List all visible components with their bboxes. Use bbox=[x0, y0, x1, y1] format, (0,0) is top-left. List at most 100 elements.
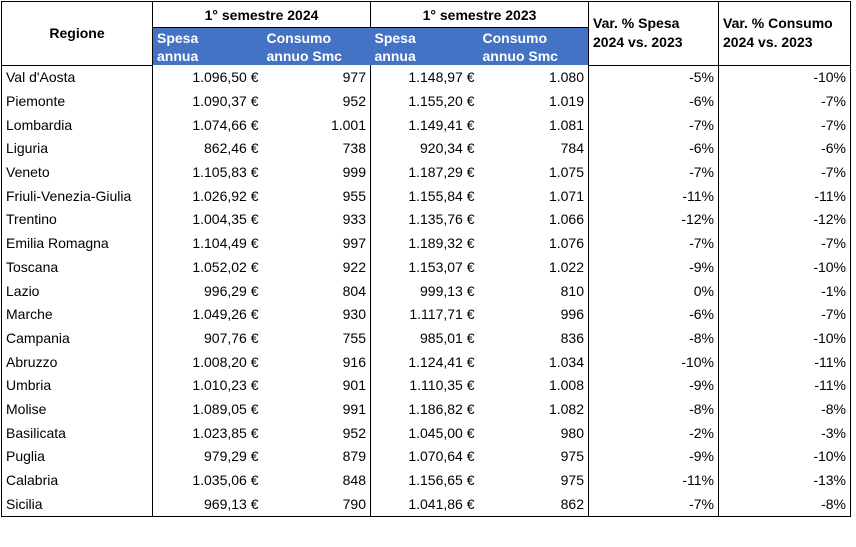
table-row: Lombardia 1.074,66 €1.001 1.149,41 €1.081-… bbox=[1, 112, 851, 137]
table-cell: 979,29 € bbox=[204, 448, 259, 465]
table-cell: 1.153,07 € bbox=[408, 258, 475, 275]
table-cell: 1.186,82 € bbox=[408, 400, 475, 417]
header-row: Regione 1° semestre 2024 1° semestre 202… bbox=[1, 1, 851, 66]
table-row: Marche 1.049,26 €930 1.117,71 €996 -6% -7% bbox=[1, 302, 851, 327]
table-cell: -7% bbox=[718, 160, 851, 184]
table-cell: 1.041,86 € bbox=[370, 491, 479, 517]
table-cell: 999 bbox=[262, 160, 371, 184]
table-cell: 952 bbox=[262, 89, 371, 113]
table-cell: -10% bbox=[718, 444, 851, 469]
subheader: Consumo annuo Smc bbox=[478, 27, 589, 65]
table-cell: 922 bbox=[262, 255, 371, 279]
table-cell: 1.080 bbox=[478, 65, 589, 90]
table-row: Piemonte 1.090,37 €952 1.155,20 €1.019 -6% -… bbox=[1, 89, 851, 113]
table-cell: -7% bbox=[588, 112, 719, 137]
header-line: Consumo bbox=[266, 29, 332, 46]
table-cell: 1.071 bbox=[478, 183, 589, 208]
table-cell: 907,76 € bbox=[204, 329, 259, 346]
table-row: Sicilia 969,13 €790 1.041,86 €862 -7% -8% bbox=[1, 491, 851, 517]
table-cell: -6% bbox=[588, 136, 719, 161]
table-cell: Lazio bbox=[1, 278, 153, 303]
table-cell: -11% bbox=[718, 373, 851, 398]
table-row: Trentino 1.004,35 €933 1.135,76 €1.066 -12%… bbox=[1, 207, 851, 232]
table-cell: 933 bbox=[262, 207, 371, 232]
table-cell: -7% bbox=[588, 231, 719, 255]
table-cell: Toscana bbox=[1, 255, 153, 279]
table-cell: -8% bbox=[718, 491, 851, 517]
table-cell: 916 bbox=[262, 349, 371, 374]
table-cell: Liguria bbox=[1, 136, 153, 161]
header-line: Spesa bbox=[374, 29, 416, 46]
header-line: annua bbox=[374, 47, 416, 64]
subheader: Spesa annua bbox=[152, 27, 263, 65]
table-cell: 755 bbox=[262, 326, 371, 350]
table-cell: 1.081 bbox=[478, 112, 589, 137]
header-line: Consumo bbox=[482, 29, 548, 46]
table-cell: Trentino bbox=[1, 207, 153, 232]
table-cell: -11% bbox=[588, 468, 719, 492]
table-cell: -11% bbox=[718, 349, 851, 374]
table-cell: 1.110,35 € bbox=[409, 377, 475, 394]
table-cell: -5% bbox=[588, 65, 719, 90]
table-cell: 1.104,49 € bbox=[192, 235, 259, 252]
table-cell: -10% bbox=[718, 326, 851, 350]
table-cell: 920,34 € bbox=[420, 140, 475, 157]
table-row: Lazio 996,29 €804 999,13 €810 0% -1% bbox=[1, 278, 851, 303]
subheader: Consumo annuo Smc bbox=[262, 27, 371, 65]
table-cell: 1.049,26 € bbox=[192, 306, 259, 323]
table-row: Molise 1.089,05 €991 1.186,82 €1.082 -8% -8% bbox=[1, 397, 851, 421]
table-cell: 991 bbox=[262, 397, 371, 421]
table-cell: 1.155,20 € bbox=[408, 93, 475, 110]
table-cell: 1.148,97 € bbox=[408, 69, 475, 86]
table-cell: 1.096,50 € bbox=[192, 69, 259, 86]
table-cell: 969,13 € bbox=[152, 491, 263, 517]
table-cell: 975 bbox=[478, 468, 589, 492]
table-cell: Lombardia bbox=[1, 112, 153, 137]
table-cell: 1.052,02 € bbox=[192, 258, 259, 275]
table-cell: -6% bbox=[718, 136, 851, 161]
table-cell: 1.149,41 € bbox=[408, 116, 475, 133]
table-cell: 1.066 bbox=[478, 207, 589, 232]
table-cell: 1.022 bbox=[478, 255, 589, 279]
table-cell: 1.089,05 € bbox=[192, 400, 259, 417]
table-cell: -7% bbox=[718, 231, 851, 255]
table-cell: 1.156,65 € bbox=[408, 472, 475, 489]
table-cell: 879 bbox=[262, 444, 371, 469]
region-header: Regione bbox=[1, 1, 153, 66]
header-line: annuo Smc bbox=[482, 47, 558, 64]
table-cell: Abruzzo bbox=[1, 349, 153, 374]
table-cell: -9% bbox=[588, 444, 719, 469]
table-cell: 1.074,66 € bbox=[192, 116, 259, 133]
table-cell: -2% bbox=[588, 420, 719, 445]
table-cell: 996,29 € bbox=[204, 282, 259, 299]
table-row: Toscana 1.052,02 €922 1.153,07 €1.022 -9% -1… bbox=[1, 255, 851, 279]
table-cell: -1% bbox=[718, 278, 851, 303]
table-cell: Marche bbox=[1, 302, 153, 327]
table-cell: 1.019 bbox=[478, 89, 589, 113]
table-cell: -10% bbox=[718, 65, 851, 90]
table-cell: 1.008,20 € bbox=[192, 353, 259, 370]
table-body: Val d'Aosta 1.096,50 €977 1.148,97 €1.080-… bbox=[1, 65, 851, 517]
table-cell: 1.045,00 € bbox=[408, 424, 475, 441]
header-line: Var. % Consumo bbox=[723, 15, 833, 32]
table-cell: 1.105,83 € bbox=[192, 164, 259, 181]
table-cell: 977 bbox=[262, 65, 371, 90]
table-cell: 848 bbox=[262, 468, 371, 492]
table-cell: 804 bbox=[262, 278, 371, 303]
table-cell: 1.076 bbox=[478, 231, 589, 255]
table-cell: -3% bbox=[718, 420, 851, 445]
table-cell: 790 bbox=[262, 491, 371, 517]
table-cell: 980 bbox=[478, 420, 589, 445]
table-cell: -11% bbox=[588, 183, 719, 208]
table-cell: 1.010,23 € bbox=[192, 377, 259, 394]
table-row: Puglia 979,29 €879 1.070,64 €975 -9% -10% bbox=[1, 444, 851, 469]
header-line: Spesa bbox=[157, 29, 199, 46]
group-header: 1° semestre 2024 bbox=[152, 1, 371, 28]
table-cell: -6% bbox=[588, 302, 719, 327]
table-cell: -7% bbox=[588, 160, 719, 184]
table-cell: 1.124,41 € bbox=[408, 353, 475, 370]
table-cell: -10% bbox=[588, 349, 719, 374]
table-cell: 1.034 bbox=[478, 349, 589, 374]
table-cell: -10% bbox=[718, 255, 851, 279]
table-cell: 0% bbox=[588, 278, 719, 303]
